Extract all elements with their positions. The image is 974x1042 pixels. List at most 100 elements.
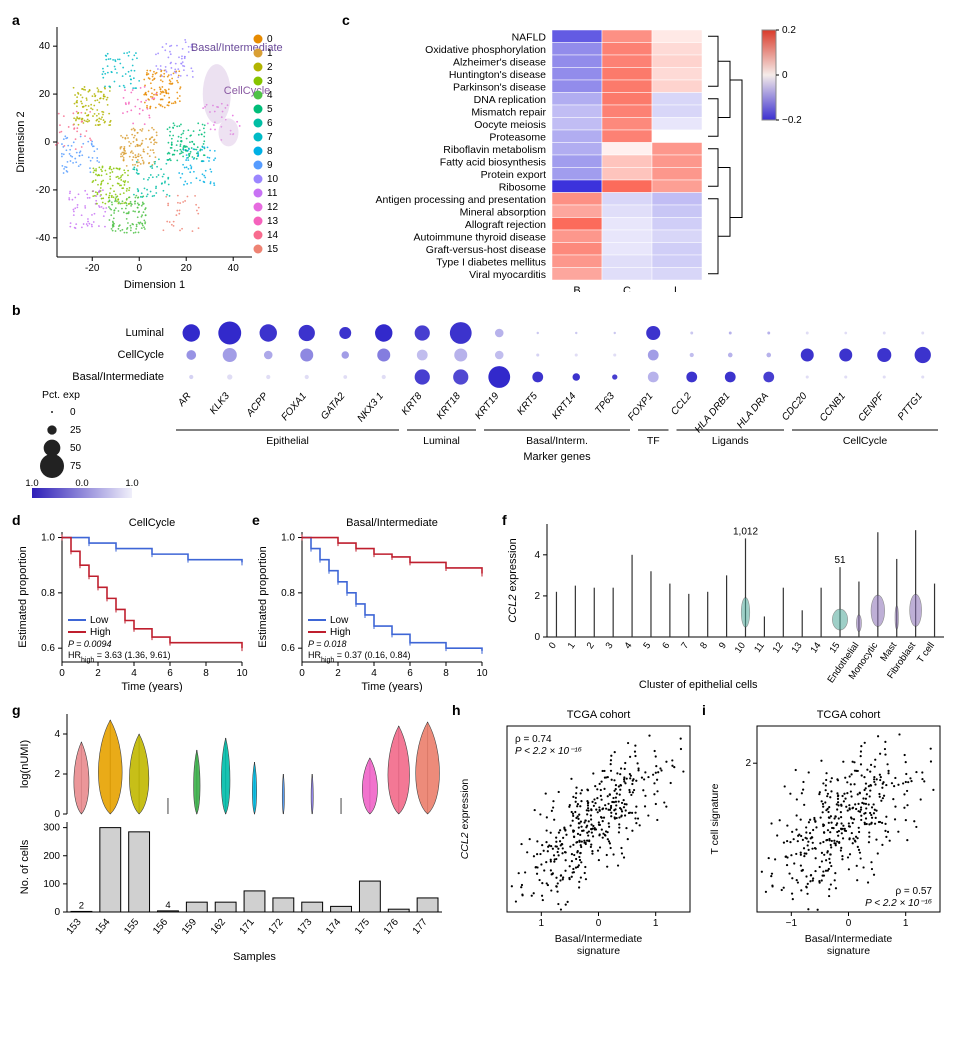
- svg-text:0: 0: [59, 668, 65, 679]
- svg-text:300: 300: [43, 823, 60, 834]
- svg-text:Protein export: Protein export: [481, 169, 546, 181]
- svg-text:No. of cells: No. of cells: [19, 839, 31, 894]
- svg-text:0.6: 0.6: [41, 643, 55, 654]
- svg-text:0: 0: [596, 918, 602, 929]
- violin-ccl2: 024CCL2 expression0123456789101112131415…: [502, 512, 952, 692]
- panel-g: g 024log(nUMI)0100200300No. of cells2153…: [12, 702, 452, 962]
- svg-text:153: 153: [65, 917, 84, 937]
- svg-text:CCL2: CCL2: [669, 391, 694, 418]
- svg-text:100: 100: [43, 879, 60, 890]
- svg-text:4: 4: [371, 668, 377, 679]
- panel-d: d 02468100.60.81.0CellCycleTime (years)E…: [12, 512, 252, 692]
- svg-text:11: 11: [267, 188, 278, 199]
- svg-text:2: 2: [745, 758, 751, 769]
- panel-a-label: a: [12, 12, 20, 28]
- svg-text:0: 0: [54, 809, 60, 820]
- svg-text:0.0: 0.0: [75, 478, 88, 489]
- svg-text:171: 171: [238, 917, 257, 937]
- svg-text:KRT19: KRT19: [473, 391, 502, 422]
- svg-text:1: 1: [903, 918, 909, 929]
- km-cellcycle: 02468100.60.81.0CellCycleTime (years)Est…: [12, 512, 252, 692]
- svg-text:HRhigh = 3.63 (1.36, 9.61): HRhigh = 3.63 (1.36, 9.61): [68, 650, 171, 664]
- svg-text:Parkinson's disease: Parkinson's disease: [453, 82, 546, 94]
- svg-text:12: 12: [267, 202, 279, 213]
- svg-text:1,012: 1,012: [733, 526, 758, 537]
- svg-text:75: 75: [70, 461, 82, 472]
- svg-text:Estimated proportion: Estimated proportion: [17, 546, 29, 648]
- panel-e: e 02468100.60.81.0Basal/IntermediateTime…: [252, 512, 492, 692]
- panel-h: h TCGA cohortBasal/Intermediatesignature…: [452, 702, 702, 962]
- svg-text:KLK3: KLK3: [208, 391, 232, 417]
- svg-text:Alzheimer's disease: Alzheimer's disease: [453, 57, 546, 69]
- svg-text:T cell: T cell: [915, 640, 937, 665]
- svg-text:Viral myocarditis: Viral myocarditis: [469, 269, 546, 281]
- svg-text:Basal/Intermediate: Basal/Intermediate: [555, 933, 643, 945]
- svg-text:Graft-versus-host disease: Graft-versus-host disease: [426, 244, 546, 256]
- svg-text:Mineral absorption: Mineral absorption: [460, 207, 547, 219]
- svg-text:−1: −1: [786, 918, 798, 929]
- svg-text:1.0: 1.0: [41, 533, 55, 544]
- svg-text:AR: AR: [176, 391, 194, 409]
- svg-text:0.6: 0.6: [281, 643, 295, 654]
- svg-text:1.0: 1.0: [281, 533, 295, 544]
- svg-text:4: 4: [165, 900, 170, 911]
- svg-text:8: 8: [698, 640, 710, 651]
- svg-text:6: 6: [267, 118, 273, 129]
- svg-text:TF: TF: [647, 435, 660, 447]
- svg-text:signature: signature: [827, 945, 870, 957]
- svg-text:6: 6: [660, 640, 672, 651]
- svg-text:1: 1: [653, 918, 659, 929]
- svg-text:5: 5: [267, 104, 273, 115]
- svg-text:0: 0: [44, 137, 50, 148]
- svg-text:PTTG1: PTTG1: [896, 391, 925, 423]
- svg-text:50: 50: [70, 443, 82, 454]
- svg-text:156: 156: [151, 917, 170, 937]
- svg-text:162: 162: [209, 917, 228, 937]
- svg-text:51: 51: [834, 555, 846, 566]
- svg-text:CellCycle: CellCycle: [129, 517, 175, 529]
- svg-text:10: 10: [476, 668, 488, 679]
- svg-text:200: 200: [43, 851, 60, 862]
- svg-text:0: 0: [782, 70, 788, 81]
- svg-text:HRhigh = 0.37 (0.16, 0.84): HRhigh = 0.37 (0.16, 0.84): [308, 650, 411, 664]
- svg-text:HLA DRB1: HLA DRB1: [693, 391, 733, 435]
- svg-text:KRT5: KRT5: [515, 391, 540, 418]
- svg-text:174: 174: [324, 917, 343, 937]
- svg-text:2: 2: [585, 640, 597, 651]
- svg-text:0: 0: [70, 407, 76, 418]
- svg-text:10: 10: [236, 668, 248, 679]
- svg-text:3: 3: [267, 76, 273, 87]
- svg-text:KRT18: KRT18: [435, 391, 464, 422]
- svg-text:Ribosome: Ribosome: [499, 182, 546, 194]
- svg-text:NKX3 1: NKX3 1: [355, 391, 386, 424]
- svg-text:P = 0.018: P = 0.018: [308, 639, 346, 649]
- svg-text:0.8: 0.8: [41, 588, 55, 599]
- svg-text:2: 2: [54, 769, 60, 780]
- tsne-plot: -2002040-40-2002040Dimension 1Dimension …: [12, 12, 332, 292]
- svg-text:P < 2.2 × 10⁻¹⁶: P < 2.2 × 10⁻¹⁶: [515, 746, 582, 757]
- svg-text:0: 0: [54, 907, 60, 918]
- svg-text:172: 172: [266, 917, 285, 937]
- svg-text:Luminal: Luminal: [125, 327, 164, 339]
- svg-text:40: 40: [228, 263, 240, 274]
- svg-text:155: 155: [122, 917, 141, 937]
- svg-text:−0.2: −0.2: [782, 115, 802, 126]
- svg-text:Samples: Samples: [233, 951, 276, 962]
- svg-text:13: 13: [790, 640, 805, 655]
- svg-text:NAFLD: NAFLD: [512, 32, 547, 44]
- svg-text:10: 10: [733, 640, 748, 655]
- svg-text:-20: -20: [36, 185, 51, 196]
- svg-text:177: 177: [411, 917, 430, 937]
- svg-text:11: 11: [752, 640, 767, 654]
- svg-text:9: 9: [267, 160, 273, 171]
- svg-text:7: 7: [267, 132, 273, 143]
- svg-text:Ligands: Ligands: [712, 435, 749, 447]
- svg-text:0: 0: [299, 668, 305, 679]
- svg-text:Basal/Intermediate: Basal/Intermediate: [805, 933, 893, 945]
- panel-h-label: h: [452, 702, 461, 718]
- svg-text:0: 0: [267, 34, 273, 45]
- svg-text:ρ = 0.74: ρ = 0.74: [515, 734, 552, 745]
- svg-text:Time (years): Time (years): [361, 681, 422, 692]
- svg-text:FOXP1: FOXP1: [626, 391, 656, 423]
- svg-text:2: 2: [267, 62, 273, 73]
